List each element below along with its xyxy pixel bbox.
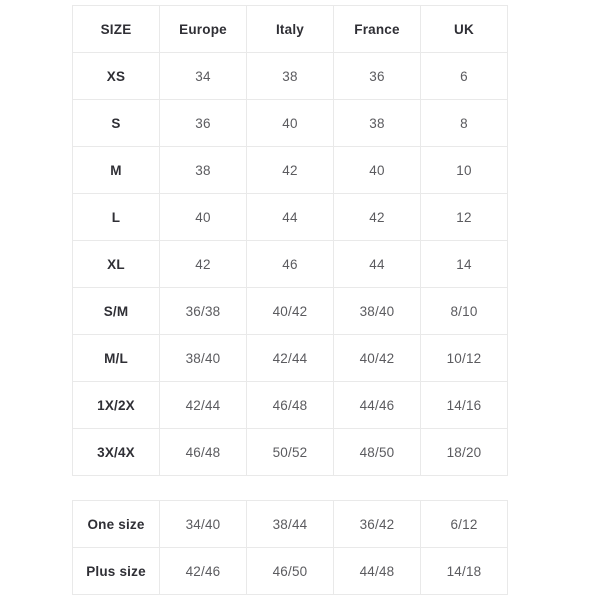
cell-italy: 42/44 [246, 334, 334, 382]
cell-uk: 6 [420, 52, 508, 100]
cell-france: 44/46 [333, 381, 421, 429]
cell-europe: 34/40 [159, 500, 247, 548]
cell-france: 38/40 [333, 287, 421, 335]
row-label: XS [72, 52, 160, 100]
column-header-france: France [333, 5, 421, 53]
table-row: 1X/2X 42/44 46/48 44/46 14/16 [72, 381, 508, 429]
cell-europe: 42 [159, 240, 247, 288]
cell-europe: 34 [159, 52, 247, 100]
cell-europe: 36/38 [159, 287, 247, 335]
row-label: 3X/4X [72, 428, 160, 476]
cell-italy: 46 [246, 240, 334, 288]
cell-italy: 38 [246, 52, 334, 100]
table-header: SIZE Europe Italy France UK [72, 5, 508, 53]
row-label: XL [72, 240, 160, 288]
row-label: One size [72, 500, 160, 548]
cell-france: 44/48 [333, 547, 421, 595]
cell-europe: 40 [159, 193, 247, 241]
row-label: Plus size [72, 547, 160, 595]
table-row: S 36 40 38 8 [72, 99, 508, 147]
cell-uk: 12 [420, 193, 508, 241]
cell-italy: 46/50 [246, 547, 334, 595]
header-row: SIZE Europe Italy France UK [72, 5, 508, 53]
cell-uk: 8/10 [420, 287, 508, 335]
table-row: M/L 38/40 42/44 40/42 10/12 [72, 334, 508, 382]
table-row: 3X/4X 46/48 50/52 48/50 18/20 [72, 428, 508, 476]
cell-france: 36/42 [333, 500, 421, 548]
cell-france: 38 [333, 99, 421, 147]
column-header-size: SIZE [72, 5, 160, 53]
cell-uk: 8 [420, 99, 508, 147]
cell-italy: 40 [246, 99, 334, 147]
cell-uk: 10 [420, 146, 508, 194]
cell-france: 42 [333, 193, 421, 241]
table-body: XS 34 38 36 6 S 36 40 38 8 M 38 42 40 10 [72, 52, 508, 476]
cell-uk: 14 [420, 240, 508, 288]
cell-italy: 46/48 [246, 381, 334, 429]
table-row: XL 42 46 44 14 [72, 240, 508, 288]
cell-uk: 18/20 [420, 428, 508, 476]
cell-france: 40 [333, 146, 421, 194]
row-label: M/L [72, 334, 160, 382]
table-body: One size 34/40 38/44 36/42 6/12 Plus siz… [72, 500, 508, 595]
cell-italy: 40/42 [246, 287, 334, 335]
primary-size-table: SIZE Europe Italy France UK XS 34 38 36 … [72, 5, 508, 476]
table-row: One size 34/40 38/44 36/42 6/12 [72, 500, 508, 548]
secondary-size-table: One size 34/40 38/44 36/42 6/12 Plus siz… [72, 500, 508, 595]
cell-italy: 38/44 [246, 500, 334, 548]
table-row: Plus size 42/46 46/50 44/48 14/18 [72, 547, 508, 595]
row-label: S [72, 99, 160, 147]
cell-europe: 42/44 [159, 381, 247, 429]
cell-europe: 46/48 [159, 428, 247, 476]
column-header-italy: Italy [246, 5, 334, 53]
cell-uk: 10/12 [420, 334, 508, 382]
cell-france: 44 [333, 240, 421, 288]
cell-uk: 14/16 [420, 381, 508, 429]
cell-europe: 42/46 [159, 547, 247, 595]
row-label: L [72, 193, 160, 241]
cell-france: 40/42 [333, 334, 421, 382]
row-label: 1X/2X [72, 381, 160, 429]
table-row: M 38 42 40 10 [72, 146, 508, 194]
column-header-europe: Europe [159, 5, 247, 53]
row-label: S/M [72, 287, 160, 335]
table-row: XS 34 38 36 6 [72, 52, 508, 100]
cell-europe: 36 [159, 99, 247, 147]
cell-italy: 50/52 [246, 428, 334, 476]
table-row: L 40 44 42 12 [72, 193, 508, 241]
cell-uk: 14/18 [420, 547, 508, 595]
cell-italy: 42 [246, 146, 334, 194]
cell-europe: 38/40 [159, 334, 247, 382]
cell-uk: 6/12 [420, 500, 508, 548]
table-row: S/M 36/38 40/42 38/40 8/10 [72, 287, 508, 335]
cell-france: 48/50 [333, 428, 421, 476]
row-label: M [72, 146, 160, 194]
cell-italy: 44 [246, 193, 334, 241]
column-header-uk: UK [420, 5, 508, 53]
cell-france: 36 [333, 52, 421, 100]
cell-europe: 38 [159, 146, 247, 194]
